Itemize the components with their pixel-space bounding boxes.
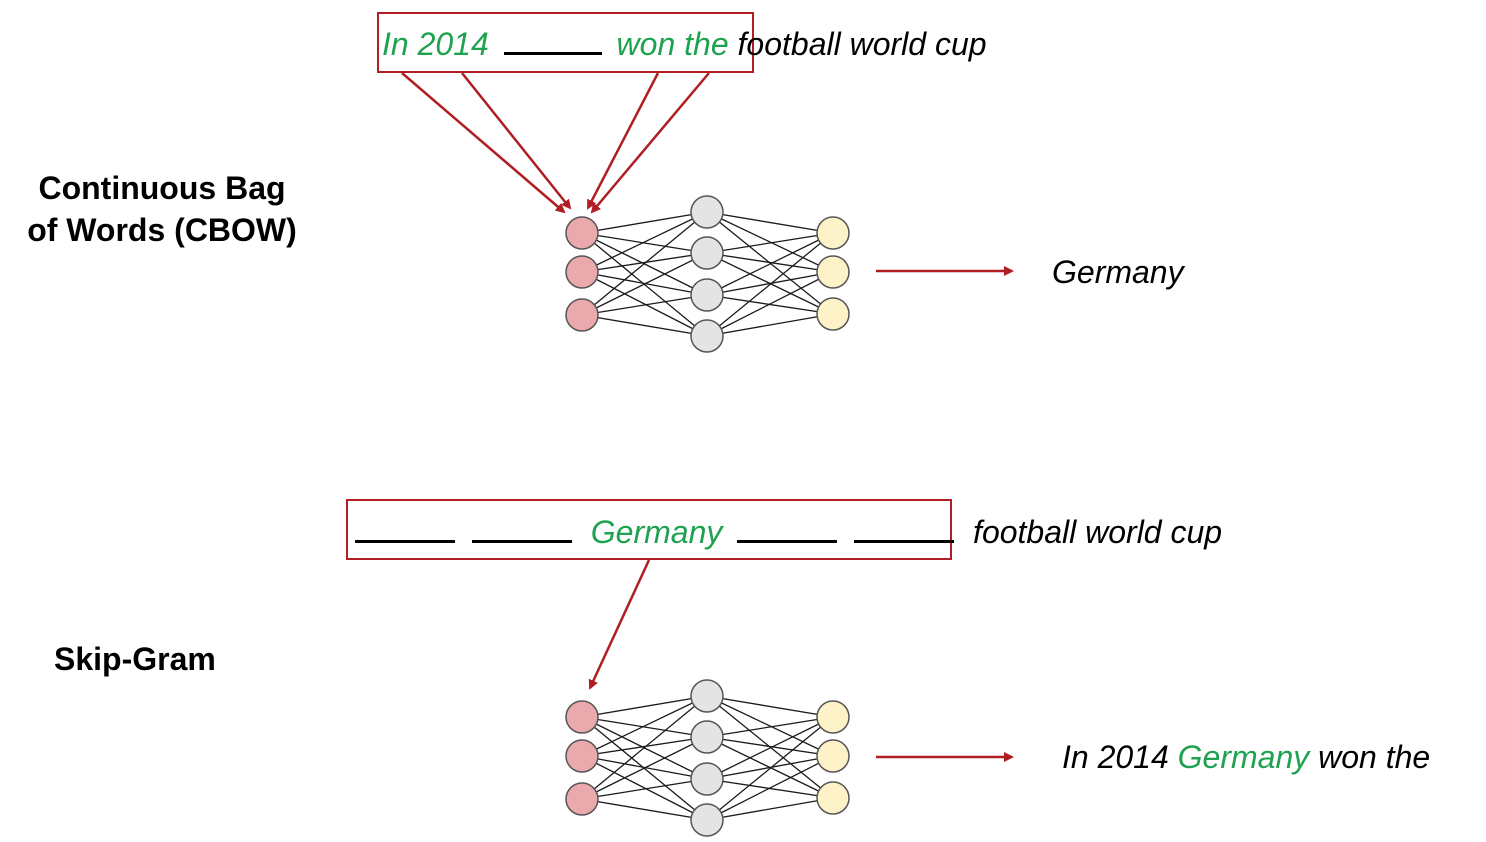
network-connection bbox=[706, 271, 834, 296]
input-node bbox=[565, 216, 599, 250]
network-connection bbox=[706, 232, 834, 254]
cbow-context-before: In 2014 bbox=[382, 26, 489, 62]
output-node bbox=[816, 216, 850, 250]
network-connection bbox=[581, 211, 708, 234]
skipgram-rest: football world cup bbox=[973, 514, 1223, 550]
network-connection bbox=[706, 271, 834, 337]
network-connection bbox=[581, 211, 708, 316]
arrows bbox=[401, 72, 1014, 762]
network-connection bbox=[581, 232, 708, 254]
network-connection bbox=[706, 716, 834, 738]
cbow-network bbox=[565, 195, 850, 353]
network-connection bbox=[581, 736, 708, 800]
skipgram-network bbox=[565, 679, 850, 837]
network-connection bbox=[581, 314, 708, 337]
network-connection bbox=[581, 716, 708, 738]
skipgram-input-arrow bbox=[588, 559, 651, 690]
network-connection bbox=[581, 252, 708, 316]
network-connection bbox=[706, 313, 834, 337]
network-connection bbox=[581, 252, 708, 273]
hidden-node bbox=[690, 236, 724, 270]
network-connection bbox=[706, 232, 834, 337]
skipgram-label: Skip-Gram bbox=[54, 641, 216, 677]
input-node bbox=[565, 739, 599, 773]
output-node bbox=[816, 297, 850, 331]
skipgram-blank bbox=[854, 510, 955, 543]
cbow-context-arrow bbox=[586, 72, 660, 210]
network-connection bbox=[581, 294, 708, 316]
output-node bbox=[816, 739, 850, 773]
output-node bbox=[816, 781, 850, 815]
network-connection bbox=[706, 736, 834, 757]
input-node bbox=[565, 298, 599, 332]
skipgram-output-before: In 2014 bbox=[1062, 739, 1169, 775]
network-connection bbox=[581, 695, 708, 800]
network-connection bbox=[706, 755, 834, 821]
hidden-node bbox=[690, 720, 724, 754]
hidden-node bbox=[690, 762, 724, 796]
network-connection bbox=[706, 232, 834, 296]
hidden-node bbox=[690, 195, 724, 229]
skipgram-output: In 2014 Germany won the bbox=[1062, 737, 1430, 777]
input-node bbox=[565, 700, 599, 734]
network-connection bbox=[581, 755, 708, 821]
cbow-output: Germany bbox=[1052, 254, 1184, 290]
input-node bbox=[565, 782, 599, 816]
cbow-context-box bbox=[377, 12, 754, 73]
cbow-rest: football world cup bbox=[737, 26, 987, 62]
skipgram-output-after: won the bbox=[1318, 739, 1431, 775]
network-connection bbox=[706, 695, 834, 757]
output-node bbox=[816, 700, 850, 734]
network-connection bbox=[581, 778, 708, 800]
cbow-label-line1: Continuous Bag bbox=[38, 170, 286, 206]
input-node bbox=[565, 255, 599, 289]
skipgram-blank bbox=[471, 510, 572, 543]
hidden-node bbox=[690, 679, 724, 713]
network-connection bbox=[581, 695, 708, 718]
skipgram-blank bbox=[737, 510, 838, 543]
network-connection bbox=[706, 716, 834, 821]
network-connection bbox=[581, 695, 708, 757]
network-connection bbox=[706, 716, 834, 780]
network-connection bbox=[581, 736, 708, 757]
hidden-node bbox=[690, 319, 724, 353]
output-node bbox=[816, 255, 850, 289]
network-connection bbox=[706, 797, 834, 821]
network-connection bbox=[581, 798, 708, 821]
cbow-context-arrow bbox=[401, 72, 566, 214]
network-connection bbox=[706, 755, 834, 780]
cbow-label: Continuous Bag of Words (CBOW) bbox=[0, 167, 324, 251]
network-connection bbox=[706, 211, 834, 234]
network-connection bbox=[581, 271, 708, 337]
network-connection bbox=[706, 211, 834, 273]
skipgram-center-box bbox=[346, 499, 952, 560]
skipgram-output-center: Germany bbox=[1177, 739, 1310, 775]
cbow-label-line2: of Words (CBOW) bbox=[27, 212, 297, 248]
hidden-node bbox=[690, 803, 724, 837]
cbow-context-arrow bbox=[590, 72, 710, 214]
cbow-context-arrow bbox=[461, 72, 572, 210]
cbow-context-after: won the bbox=[616, 26, 729, 62]
network-connection bbox=[581, 211, 708, 273]
skipgram-blank bbox=[355, 510, 455, 543]
skipgram-center-word: Germany bbox=[590, 514, 723, 550]
hidden-node bbox=[690, 278, 724, 312]
cbow-blank bbox=[503, 22, 602, 55]
skipgram-sentence: Germany football world cup bbox=[355, 510, 1222, 552]
cbow-sentence: In 2014 won the football world cup bbox=[382, 22, 987, 64]
network-connection bbox=[706, 252, 834, 273]
network-connection bbox=[706, 695, 834, 718]
